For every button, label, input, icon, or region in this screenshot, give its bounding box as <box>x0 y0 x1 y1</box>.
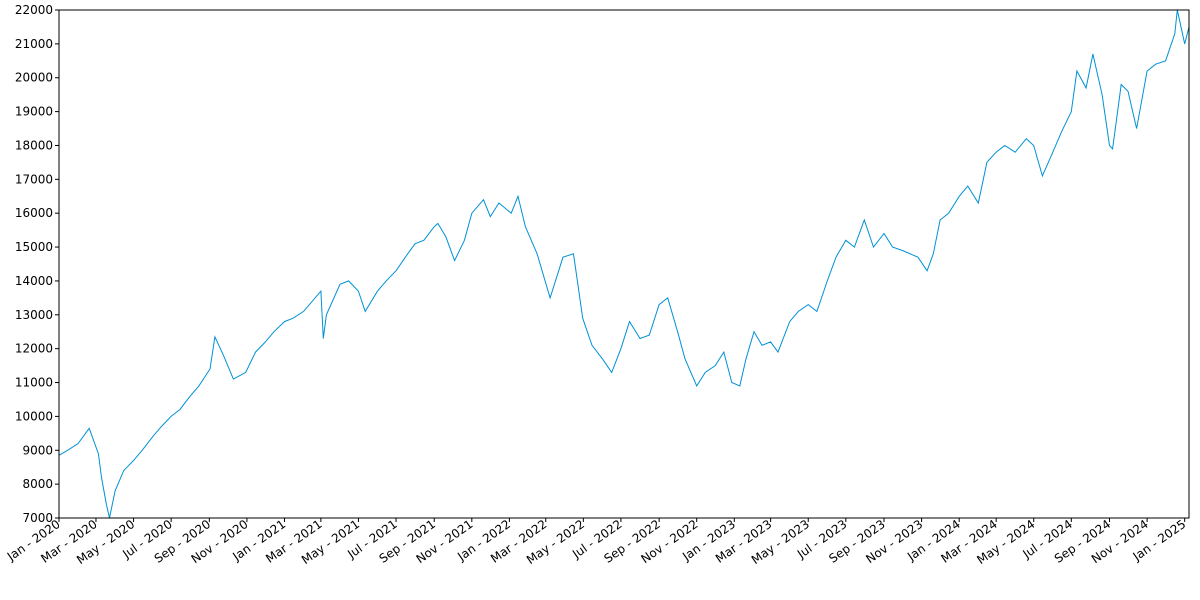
y-tick-label: 11000 <box>15 376 53 390</box>
y-tick-label: 13000 <box>15 308 53 322</box>
y-tick-label: 12000 <box>15 342 53 356</box>
y-tick-label: 8000 <box>22 477 53 491</box>
series-line <box>58 9 1190 519</box>
y-tick-label: 15000 <box>15 240 53 254</box>
y-tick-label: 16000 <box>15 206 53 220</box>
y-tick-label: 14000 <box>15 274 53 288</box>
y-tick-label: 9000 <box>22 443 53 457</box>
y-tick-label: 20000 <box>15 71 53 85</box>
plot-frame <box>58 9 1190 519</box>
y-tick-label: 17000 <box>15 172 53 186</box>
y-tick-label: 22000 <box>15 3 53 17</box>
y-axis: 7000 8000 9000 10000 11000 12000 13000 14000 150… <box>15 3 59 525</box>
y-tick-label: 19000 <box>15 105 53 119</box>
y-tick-label: 7000 <box>22 511 53 525</box>
y-tick-label: 18000 <box>15 138 53 152</box>
y-tick-label: 21000 <box>15 37 53 51</box>
y-tick-label: 10000 <box>15 409 53 423</box>
